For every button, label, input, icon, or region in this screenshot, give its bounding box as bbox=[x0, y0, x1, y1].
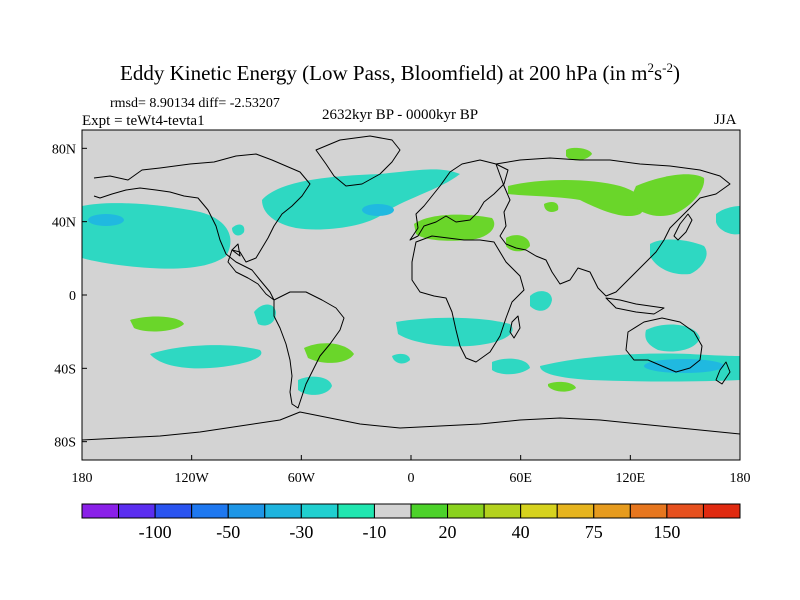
colorbar-swatch bbox=[483, 503, 522, 519]
colorbar-label: 150 bbox=[653, 522, 680, 542]
anomaly-mediterranean bbox=[414, 214, 495, 241]
coast-asia bbox=[495, 157, 731, 297]
title-main: Eddy Kinetic Energy (Low Pass, Bloomfiel… bbox=[120, 61, 648, 85]
x-tick-label: 60E bbox=[509, 471, 532, 486]
anomaly-patch-south-1 bbox=[492, 358, 530, 375]
coast-north-america bbox=[93, 153, 311, 301]
colorbar-swatch bbox=[337, 503, 375, 519]
experiment-label: Expt = teWt4-tevta1 bbox=[82, 113, 205, 129]
colorbar-swatch bbox=[556, 503, 595, 519]
y-tick-label: 80N bbox=[52, 142, 76, 157]
coast-south-america bbox=[273, 291, 345, 409]
anomaly-s-pacific bbox=[150, 345, 262, 369]
colorbar-swatch bbox=[264, 503, 302, 519]
y-tick-label: 0 bbox=[69, 289, 76, 304]
x-tick-label: 120W bbox=[175, 471, 210, 486]
x-tick-label: 180 bbox=[72, 471, 93, 486]
colorbar-swatch bbox=[447, 503, 485, 519]
x-tick-label: 120E bbox=[616, 471, 646, 486]
anomaly-patch-pacific-small bbox=[232, 224, 245, 236]
y-tick-label: 40S bbox=[54, 362, 76, 377]
title-mid: s bbox=[653, 61, 663, 85]
positive-anomaly-regions bbox=[130, 147, 705, 392]
anomaly-north-africa bbox=[506, 235, 530, 252]
axis-ticks: 180 120W 60W 0 60E 120E 180 80N 40N 0 40S 80S bbox=[52, 142, 751, 486]
colorbar-swatch bbox=[373, 503, 412, 519]
anomaly-equatorial-indian bbox=[530, 291, 552, 311]
core-n-atlantic bbox=[362, 204, 394, 216]
season-label: JJA bbox=[714, 112, 737, 128]
colorbar-swatch bbox=[191, 503, 229, 519]
anomaly-arctic bbox=[566, 147, 592, 161]
anomaly-nw-pacific bbox=[650, 239, 707, 275]
coast-europe bbox=[409, 159, 509, 241]
coast-new-zealand bbox=[715, 361, 731, 385]
x-tick-label: 180 bbox=[730, 471, 751, 486]
coast-antarctica bbox=[82, 411, 740, 441]
plot-title: Eddy Kinetic Energy (Low Pass, Bloomfiel… bbox=[0, 60, 800, 86]
anomaly-east-pacific bbox=[254, 304, 276, 326]
colorbar-swatch bbox=[154, 503, 193, 519]
coast-baja-patch bbox=[231, 243, 241, 257]
anomaly-sw-indian bbox=[396, 317, 513, 347]
anomaly-n-pacific-east bbox=[716, 206, 740, 235]
colorbar-swatch bbox=[118, 503, 156, 519]
colorbar-swatch bbox=[593, 503, 631, 519]
core-n-pacific bbox=[88, 214, 124, 226]
anomaly-tasman bbox=[645, 324, 700, 352]
title-sup-1: 2 bbox=[647, 60, 654, 75]
colorbar-label: -100 bbox=[139, 522, 172, 542]
colorbar: -100 -50 -30 -10 20 40 75 150 bbox=[81, 503, 741, 542]
map-area bbox=[82, 130, 740, 460]
colorbar-label: 75 bbox=[585, 522, 603, 542]
coast-japan bbox=[673, 213, 693, 241]
core-southern-ocean bbox=[644, 359, 724, 373]
colorbar-label: -30 bbox=[289, 522, 313, 542]
colorbar-label: -50 bbox=[216, 522, 240, 542]
colorbar-swatch bbox=[300, 503, 339, 519]
anomaly-patch-indian bbox=[548, 381, 576, 392]
colorbar-label: 20 bbox=[439, 522, 457, 542]
anomaly-n-atlantic bbox=[262, 169, 460, 230]
y-tick-label: 40N bbox=[52, 216, 76, 231]
anomaly-subtropical-pacific bbox=[130, 316, 184, 332]
anomaly-patch-south-2 bbox=[392, 353, 410, 364]
coastlines bbox=[82, 135, 740, 441]
stats-label: rmsd= 8.90134 diff= -2.53207 bbox=[110, 96, 280, 111]
y-tick-label: 80S bbox=[54, 436, 76, 451]
anomaly-central-asia bbox=[508, 180, 645, 217]
colorbar-label: 40 bbox=[512, 522, 530, 542]
colorbar-swatch bbox=[702, 503, 741, 519]
coast-madagascar bbox=[509, 315, 521, 339]
colorbar-label: -10 bbox=[362, 522, 386, 542]
colorbar-swatch bbox=[227, 503, 266, 519]
period-label: 2632kyr BP - 0000kyr BP bbox=[321, 107, 479, 123]
anomaly-south-america bbox=[304, 343, 354, 363]
coast-greenland bbox=[315, 135, 401, 187]
x-tick-label: 60W bbox=[288, 471, 316, 486]
colorbar-swatch bbox=[666, 503, 704, 519]
colorbar-swatch bbox=[81, 503, 120, 519]
coast-africa bbox=[411, 235, 525, 363]
anomaly-south-atlantic bbox=[298, 376, 332, 395]
anomaly-patch-europe bbox=[544, 202, 559, 212]
colorbar-swatch bbox=[410, 503, 449, 519]
coast-maritime bbox=[605, 297, 665, 315]
title-sup-2: -2 bbox=[662, 60, 673, 75]
x-tick-label: 0 bbox=[408, 471, 415, 486]
strong-negative-cores bbox=[88, 204, 724, 373]
colorbar-swatch bbox=[629, 503, 668, 519]
coast-australia bbox=[625, 317, 703, 373]
colorbar-swatch bbox=[520, 503, 558, 519]
title-end: ) bbox=[672, 61, 680, 85]
anomaly-east-asia bbox=[630, 174, 705, 217]
